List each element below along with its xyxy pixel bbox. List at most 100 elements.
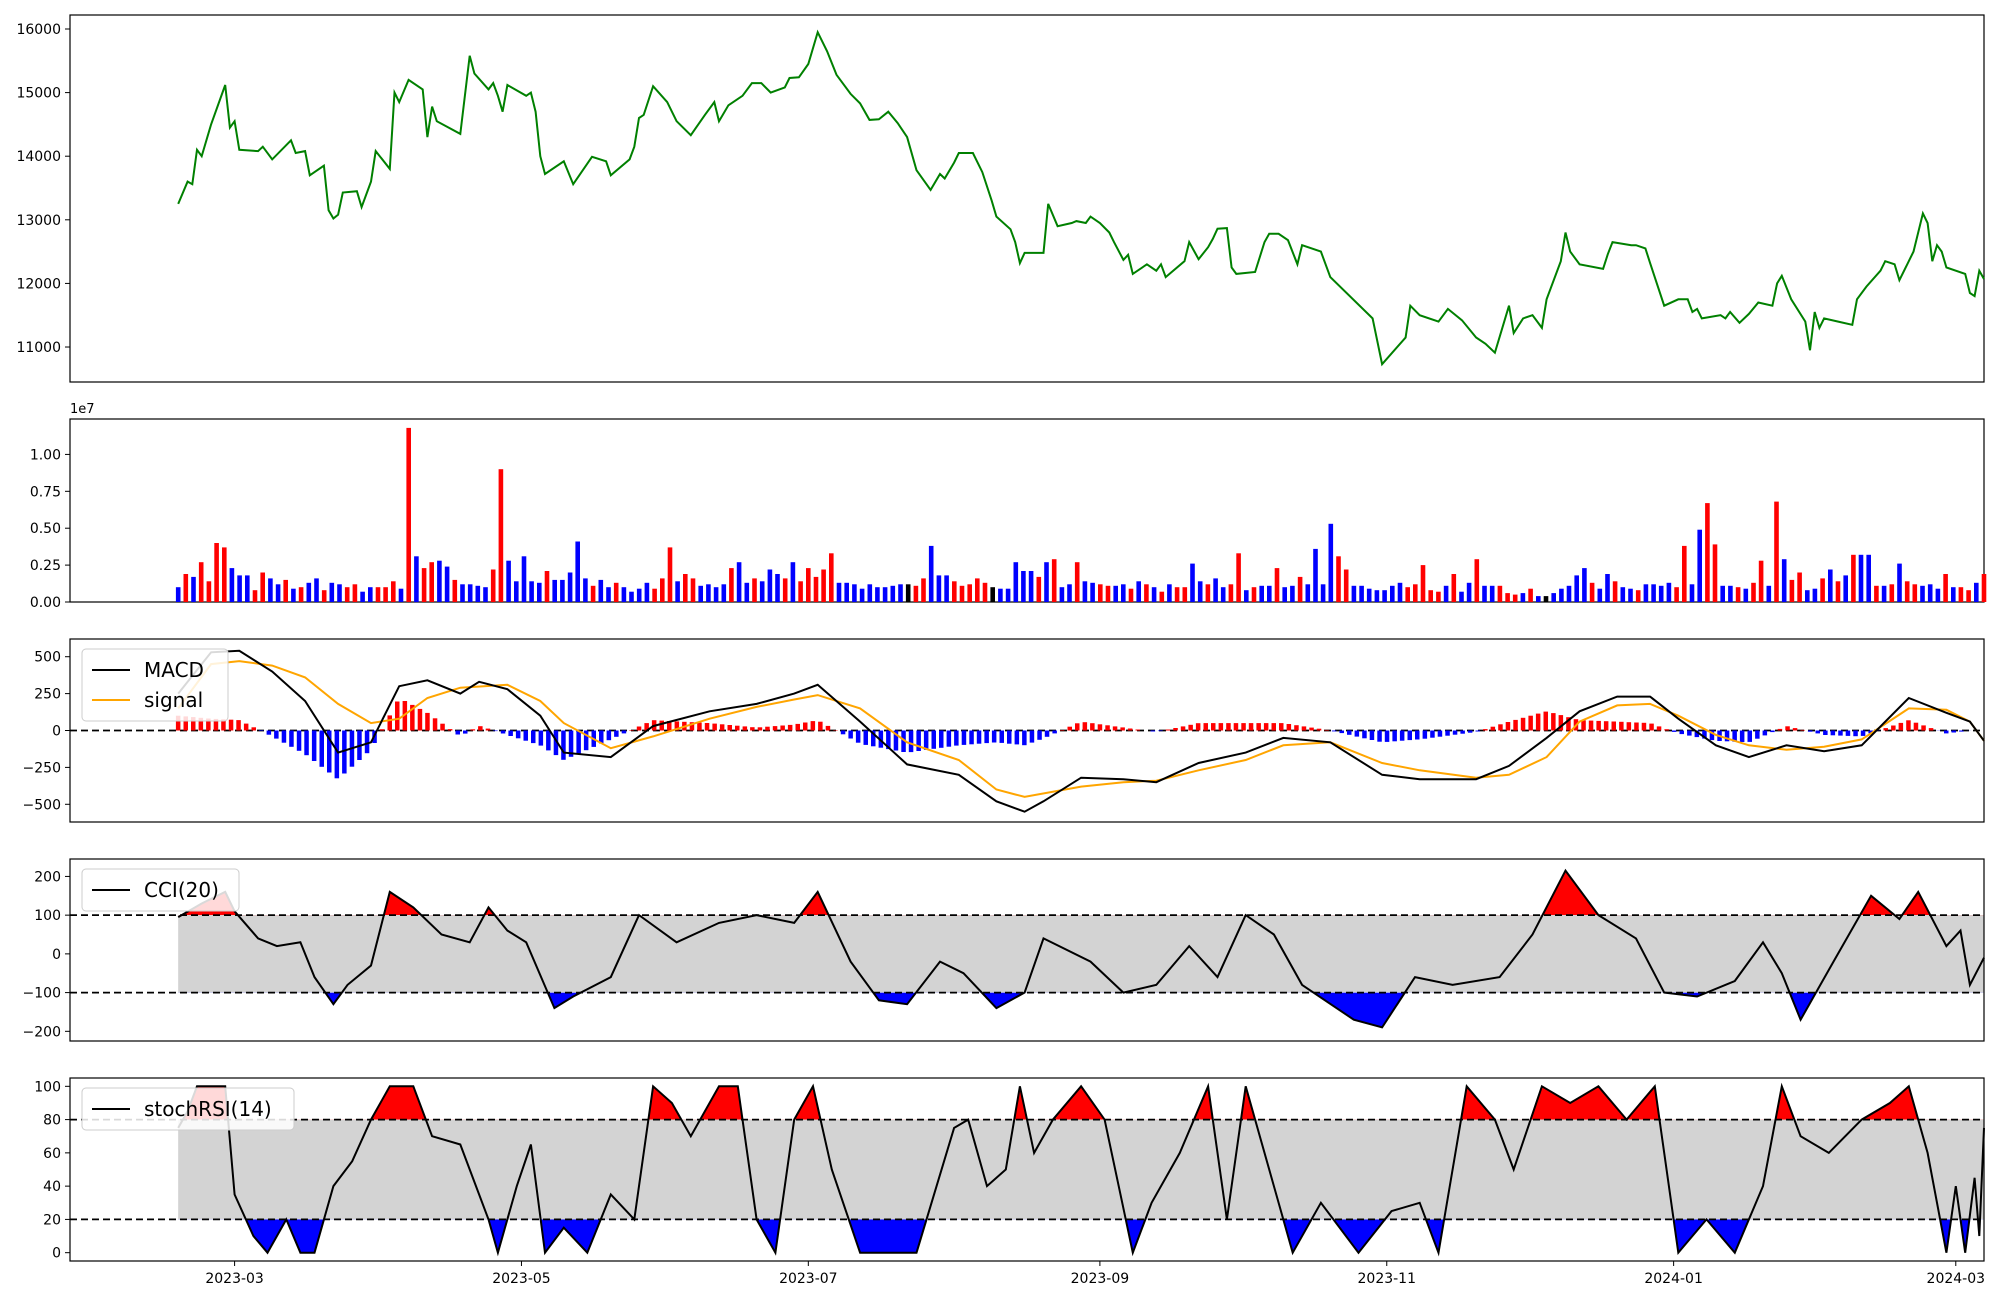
macd-histogram-bar	[931, 730, 936, 749]
volume-bar	[1966, 590, 1971, 602]
macd-histogram-bar	[1891, 725, 1896, 731]
macd-histogram-bar	[614, 730, 619, 737]
y-tick-label: 200	[34, 869, 61, 885]
macd-histogram-bar	[840, 730, 846, 735]
y-tick-label: 15000	[16, 86, 61, 102]
macd-histogram-bar	[1588, 720, 1594, 731]
volume-bar	[229, 568, 235, 602]
y-tick-label: 500	[34, 650, 61, 666]
volume-bar	[1443, 585, 1449, 602]
volume-bar	[1666, 582, 1672, 602]
macd-histogram-bar	[191, 717, 196, 731]
volume-bar	[1881, 585, 1887, 602]
macd-histogram-bar	[1566, 717, 1571, 731]
y-tick-label: 20	[43, 1212, 61, 1228]
volume-bar	[383, 587, 388, 602]
volume-bar	[1605, 574, 1610, 602]
macd-histogram-bar	[1241, 723, 1246, 731]
volume-bar	[1851, 554, 1856, 602]
volume-bar	[1935, 588, 1941, 602]
volume-bar	[836, 582, 842, 602]
volume-bar	[1282, 587, 1287, 602]
macd-histogram-bar	[198, 717, 204, 731]
macd-histogram-bar	[606, 730, 612, 741]
macd-histogram-bar	[1286, 724, 1292, 731]
volume-bar	[690, 578, 696, 602]
macd-histogram-bar	[1483, 729, 1488, 731]
volume-bar	[1190, 563, 1195, 602]
macd-histogram-bar	[961, 730, 967, 745]
macd-histogram-bar	[855, 730, 861, 743]
cci-line	[177, 868, 1985, 1029]
volume-bar	[1305, 584, 1311, 602]
stochrsi-line	[177, 1082, 1985, 1257]
macd-histogram-bar	[395, 701, 400, 731]
macd-histogram-bar	[621, 730, 627, 734]
macd-histogram-bar	[1913, 722, 1919, 731]
volume-bar	[467, 584, 473, 602]
macd-histogram-bar	[1437, 730, 1443, 737]
macd-histogram-bar	[576, 730, 581, 754]
macd-histogram-bar	[1777, 728, 1783, 731]
plot-frame	[69, 418, 1985, 603]
volume-bar	[675, 581, 680, 602]
volume-bar	[1758, 560, 1764, 602]
macd-histogram-bar	[1664, 729, 1669, 731]
volume-bar	[1797, 572, 1802, 602]
volume-bar	[506, 560, 511, 602]
volume-bar	[1220, 587, 1226, 602]
macd-histogram-bar	[455, 730, 460, 735]
volume-bar	[1244, 590, 1249, 602]
macd-histogram-bar	[546, 730, 551, 751]
volume-bar	[683, 574, 688, 602]
macd-histogram-bar	[493, 730, 498, 732]
macd-histogram-bar	[1739, 730, 1745, 742]
volume-bar	[852, 584, 857, 602]
volume-bar	[629, 591, 634, 602]
volume-bar	[936, 575, 942, 602]
macd-histogram-bar	[1671, 730, 1677, 732]
volume-bar	[1336, 556, 1341, 603]
macd-histogram-bar	[387, 715, 392, 731]
macd-histogram-bar	[1271, 723, 1276, 731]
macd-histogram-bar	[712, 723, 717, 731]
macd-histogram-bar	[1498, 724, 1503, 731]
macd-histogram-bar	[478, 726, 483, 731]
macd-histogram-bar	[1724, 730, 1730, 742]
macd-histogram-bar	[1044, 730, 1050, 737]
volume-bar	[252, 590, 258, 602]
price-panel: 11000 12000 13000 14000 15000 16000	[16, 14, 1985, 383]
y-tick-label: −500	[23, 797, 61, 813]
volume-bar	[736, 562, 742, 602]
volume-bar	[514, 581, 519, 602]
macd-histogram-bar	[984, 730, 989, 744]
x-tick-label: 2023-11	[1358, 1271, 1417, 1287]
macd-histogram-bar	[1014, 730, 1020, 745]
volume-bar	[1436, 591, 1441, 602]
macd-histogram-bar	[561, 730, 566, 760]
volume-bar	[1259, 585, 1264, 602]
x-tick-label: 2023-03	[205, 1271, 264, 1287]
volume-bar	[829, 553, 834, 602]
volume-bar	[1951, 587, 1956, 602]
volume-bar	[1482, 585, 1487, 602]
volume-bar	[1866, 554, 1871, 602]
macd-histogram-bar	[1475, 730, 1480, 732]
volume-bar	[898, 584, 903, 602]
volume-bar	[744, 582, 750, 602]
volume-bar	[1805, 590, 1810, 602]
macd-histogram-bar	[908, 730, 914, 753]
macd-histogram-bar	[1551, 713, 1556, 731]
macd-histogram-bar	[893, 730, 899, 751]
volume-bar	[1213, 578, 1218, 602]
volume-bar	[1428, 590, 1433, 602]
y-tick-label: 60	[43, 1146, 61, 1162]
volume-bar	[1390, 585, 1395, 602]
macd-histogram-bar	[1656, 726, 1662, 731]
macd-histogram-bar	[1596, 720, 1601, 731]
macd-histogram-bar	[1490, 726, 1496, 731]
volume-bar	[460, 584, 465, 602]
y-offset-label: 1e7	[70, 402, 95, 417]
macd-histogram-bar	[1256, 723, 1261, 731]
